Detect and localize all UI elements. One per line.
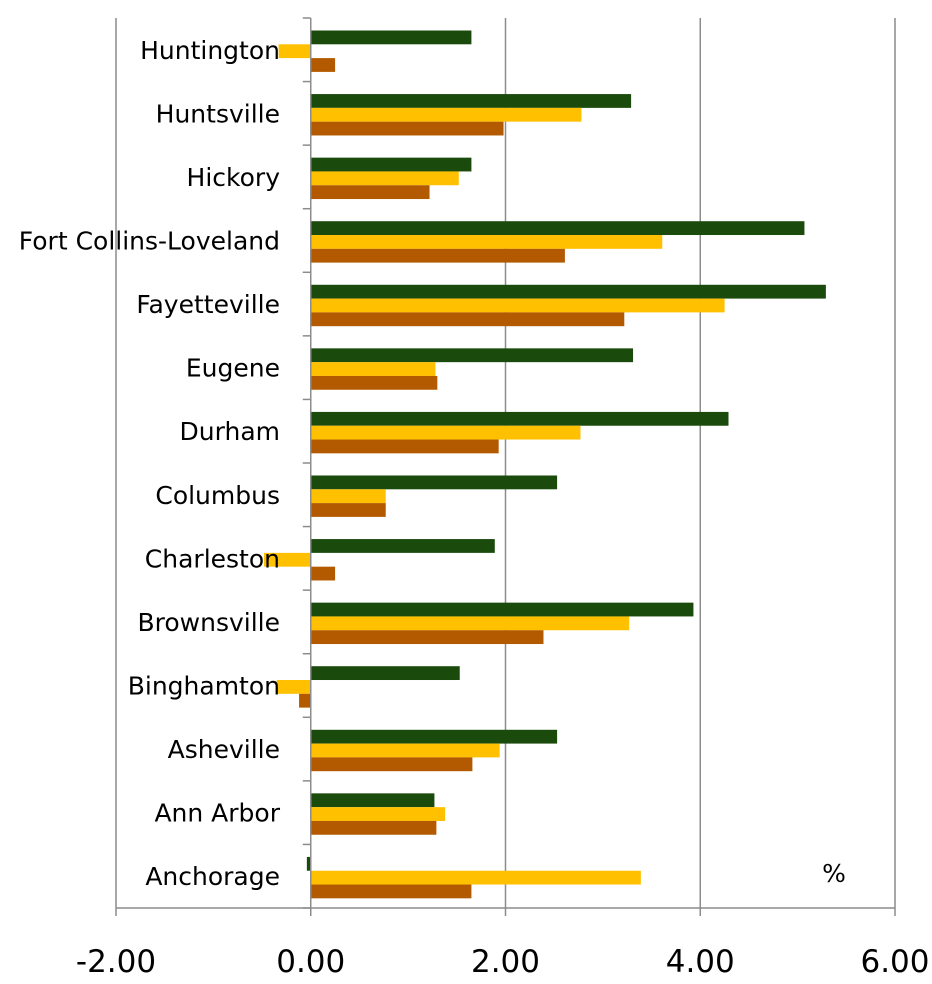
bar [310, 411, 729, 426]
category-label: Hickory [187, 163, 281, 192]
bar [310, 284, 826, 299]
bar [310, 121, 504, 136]
bar [310, 107, 582, 122]
bar [310, 757, 473, 772]
bar [264, 552, 311, 567]
category-label: Durham [180, 417, 280, 446]
bar [310, 503, 386, 517]
category-label: Ann Arbor [154, 799, 280, 828]
category-label: Eugene [186, 354, 280, 383]
bar [278, 44, 311, 59]
bar [310, 248, 565, 263]
category-label: Brownsville [137, 608, 280, 637]
bar [276, 680, 311, 694]
bar [310, 807, 446, 821]
bars-layer [264, 30, 826, 899]
unit-label: % [822, 859, 846, 888]
labels-layer: Huntington Huntsville Hickory Fort Collins-… [19, 36, 930, 980]
axis-layer [115, 17, 896, 916]
bar [310, 221, 805, 236]
category-label: Fort Collins-Loveland [19, 227, 280, 256]
x-tick-label: 4.00 [666, 944, 735, 980]
category-label: Huntsville [156, 99, 280, 128]
bar [310, 362, 436, 376]
bar [310, 884, 472, 899]
bar [310, 630, 544, 645]
bar [310, 375, 438, 390]
x-tick-label: -2.00 [76, 944, 156, 980]
bar [299, 693, 311, 708]
bar [310, 743, 500, 758]
bar [310, 489, 386, 504]
bar [310, 566, 336, 581]
bar [310, 616, 630, 631]
bar [310, 475, 558, 490]
bar [310, 729, 558, 744]
x-tick-label: 2.00 [471, 944, 540, 980]
bar [310, 235, 663, 249]
bar [310, 539, 495, 553]
bar [310, 602, 694, 617]
bar [310, 157, 472, 172]
category-label: Fayetteville [136, 290, 280, 319]
bar [310, 425, 581, 440]
bar [310, 298, 725, 313]
bar [310, 312, 625, 327]
bar [310, 348, 634, 363]
category-label: Huntington [140, 36, 280, 65]
bar [310, 439, 499, 454]
bar [310, 171, 459, 186]
bar [310, 94, 632, 108]
x-tick-label: 6.00 [860, 944, 929, 980]
grid-layer [115, 18, 896, 908]
category-label: Columbus [155, 481, 280, 510]
category-label: Asheville [168, 735, 280, 764]
bar [310, 58, 336, 72]
category-label: Charleston [145, 544, 280, 573]
category-label: Binghamton [128, 672, 280, 701]
x-tick-label: 0.00 [276, 944, 345, 980]
bar [310, 820, 437, 835]
bar [310, 185, 430, 200]
bar [310, 870, 641, 885]
bar [310, 30, 472, 45]
bar [306, 856, 311, 871]
category-label: Anchorage [145, 862, 280, 891]
bar [310, 793, 435, 808]
bar [310, 666, 460, 681]
